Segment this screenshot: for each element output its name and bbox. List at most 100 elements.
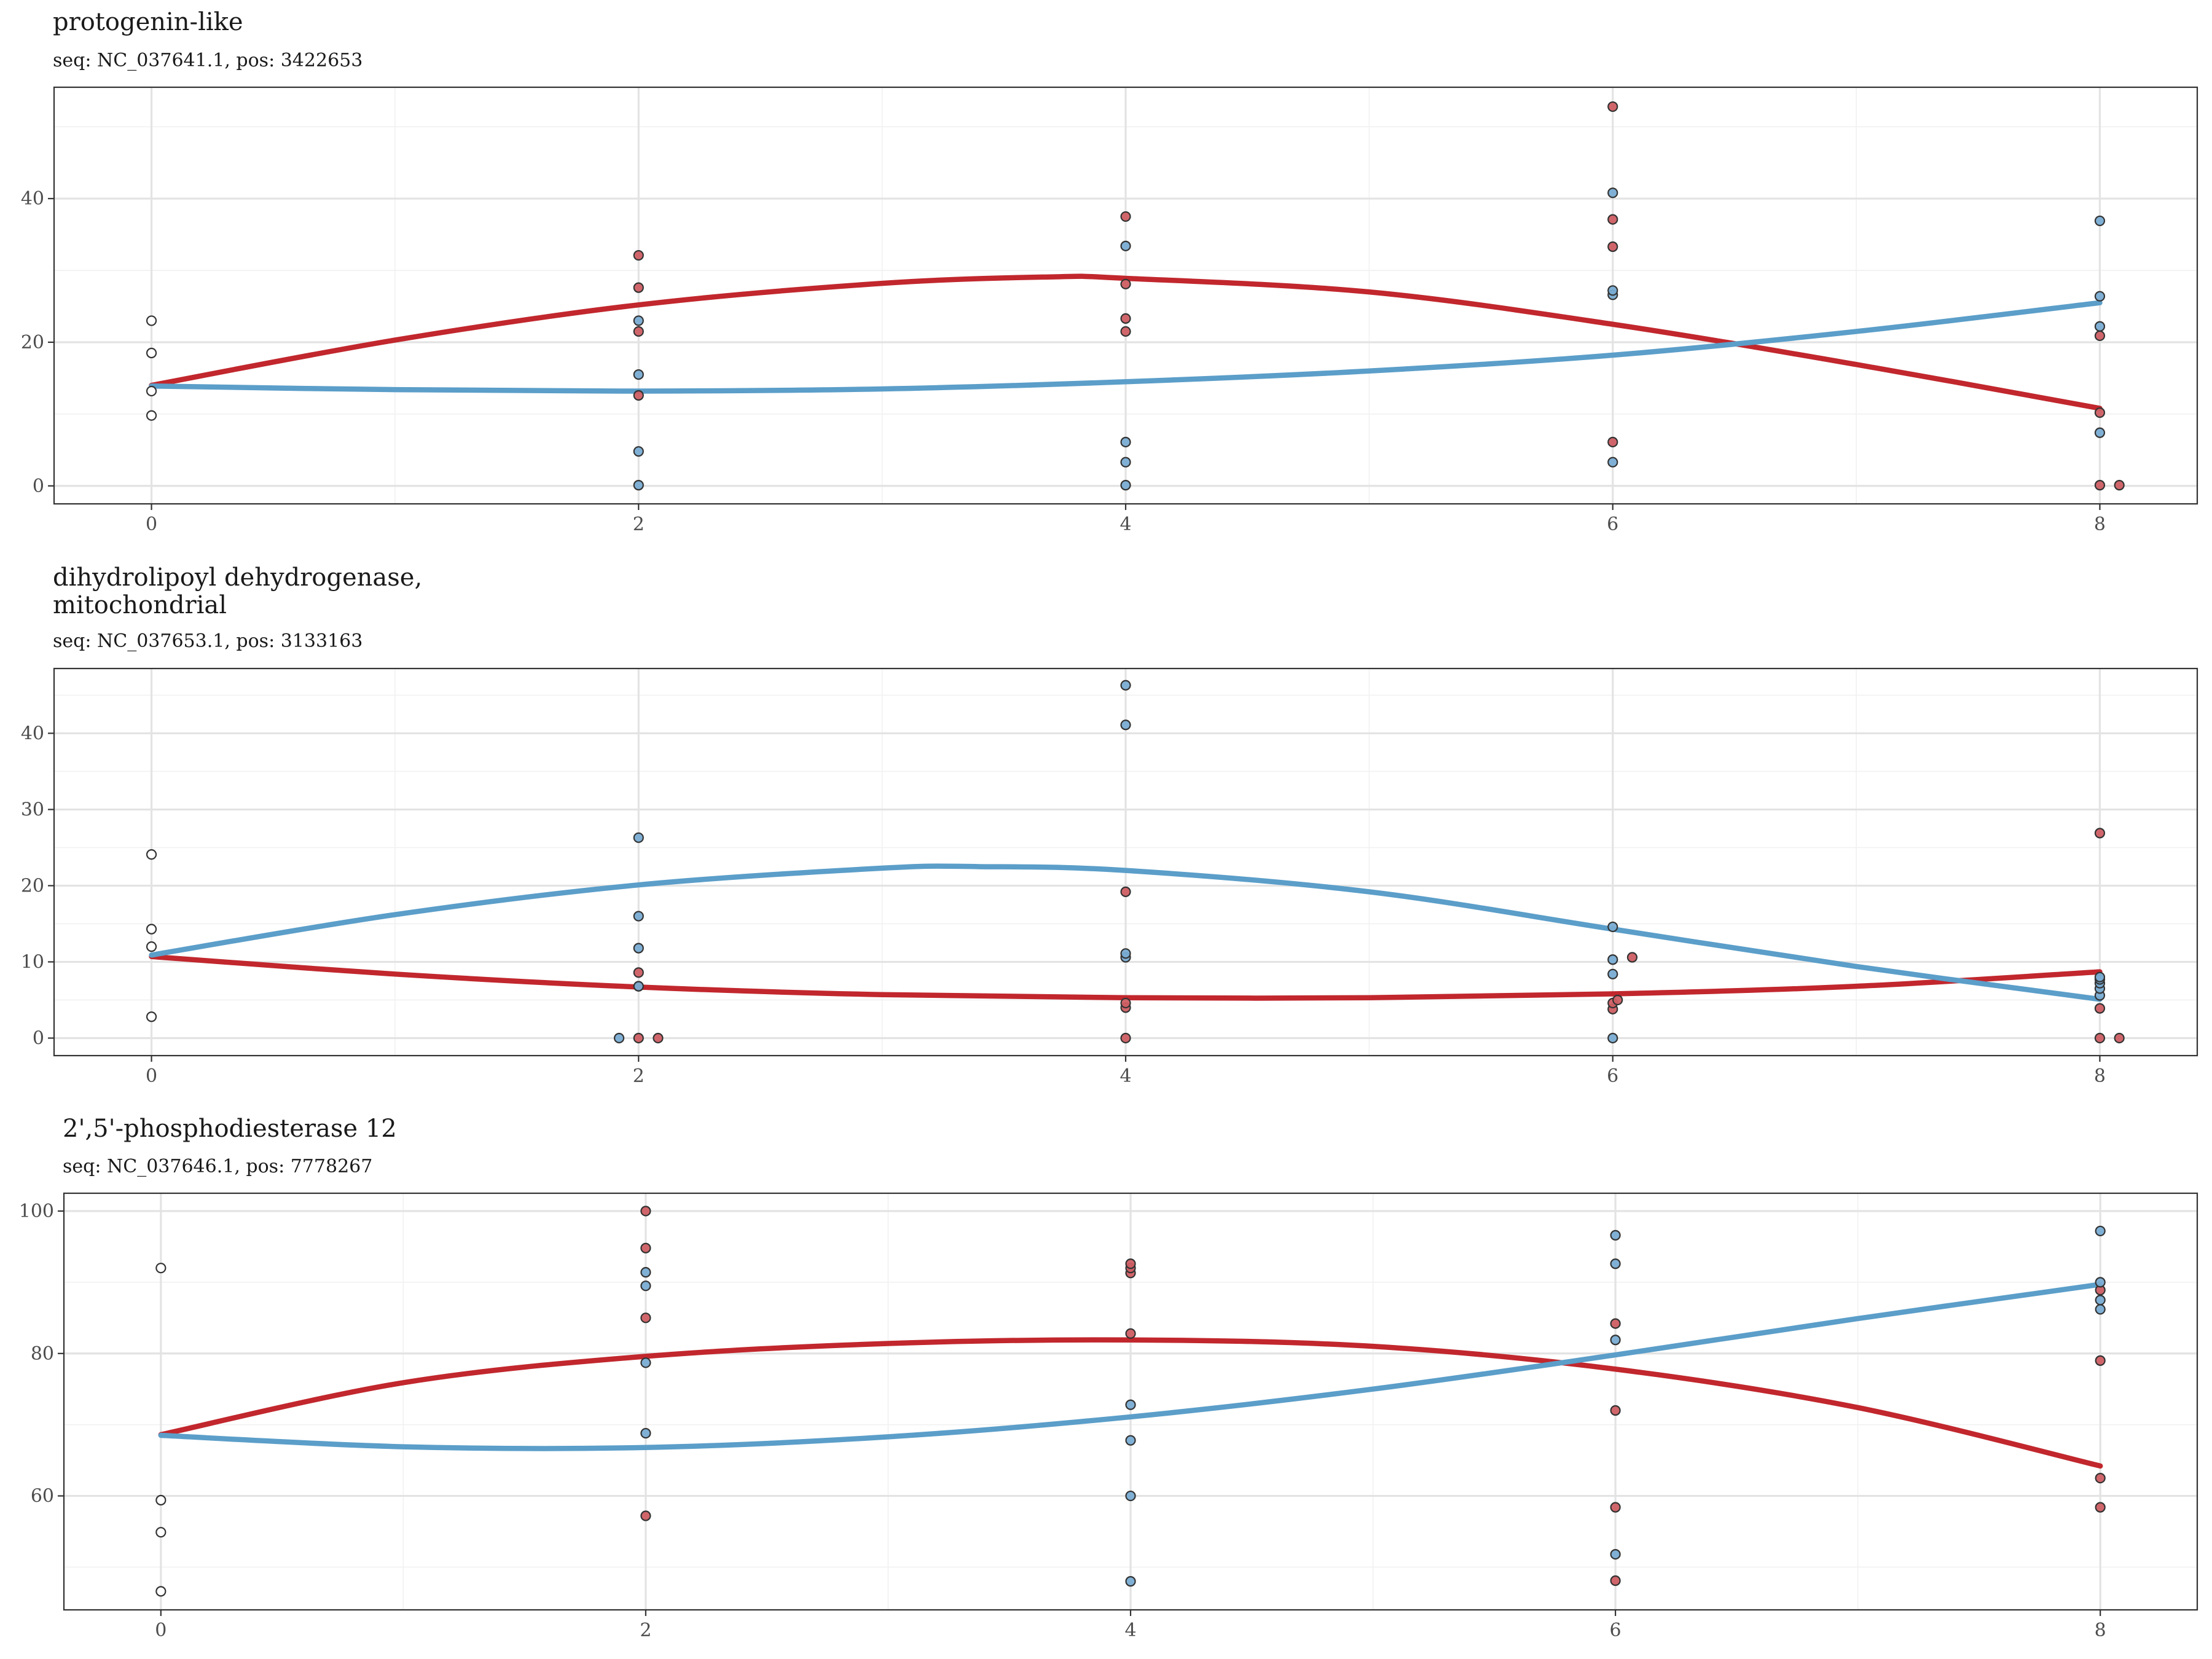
data-point-blue (1610, 1549, 1621, 1560)
data-point-blue (1120, 480, 1131, 491)
data-point-red (1120, 211, 1131, 222)
panel-protogenin-like: protogenin-like seq: NC_037641.1, pos: 3… (21, 8, 2198, 535)
y-tick-label: 60 (31, 1486, 54, 1507)
trend-line-blue (158, 1282, 2103, 1451)
data-point-blue (1607, 187, 1618, 198)
x-tick-label: 0 (146, 1065, 157, 1087)
data-point-red (2094, 1032, 2106, 1044)
y-tick-label: 40 (21, 723, 44, 744)
data-point-blue (1125, 1435, 1136, 1446)
x-tick-label: 0 (146, 514, 157, 535)
data-point-baseline (155, 1494, 167, 1506)
panel-subtitle: seq: NC_037641.1, pos: 3422653 (53, 50, 363, 71)
data-point-blue (1120, 720, 1131, 731)
data-point-red (1607, 101, 1618, 112)
data-point-blue (2094, 215, 2106, 227)
trend-line-red (149, 273, 2103, 411)
plot-area: 0 2 4 6 8 0 20 40 (21, 86, 2198, 535)
data-point-blue (2094, 321, 2106, 332)
data-point-red (640, 1510, 651, 1521)
y-tick-label: 0 (33, 1027, 44, 1049)
data-point-blue (633, 911, 644, 922)
data-point-red (653, 1032, 664, 1044)
data-point-red (1125, 1258, 1136, 1269)
data-point-red (1610, 1575, 1621, 1586)
data-point-baseline (146, 410, 157, 421)
x-tick-label: 6 (1607, 1065, 1618, 1087)
data-point-blue (1120, 457, 1131, 468)
data-point-red (2114, 1032, 2125, 1044)
data-point-blue (1125, 1576, 1136, 1587)
data-point-red (1120, 278, 1131, 289)
data-point-red (633, 1032, 644, 1044)
trend-line-red (149, 954, 2103, 1001)
data-point-blue (640, 1267, 651, 1278)
data-point-red (1612, 994, 1623, 1006)
y-tick-label: 20 (21, 875, 44, 896)
data-point-red (2095, 1502, 2106, 1513)
y-tick-label: 0 (33, 476, 44, 497)
x-tick-label: 2 (633, 1065, 645, 1087)
data-point-blue (1610, 1335, 1621, 1346)
data-point-red (1610, 1502, 1621, 1513)
data-point-blue (633, 369, 644, 380)
data-point-blue (2095, 1295, 2106, 1306)
data-point-blue (1607, 285, 1618, 296)
data-point-red (1120, 313, 1131, 324)
x-tick-label: 0 (155, 1620, 167, 1641)
data-point-red (2094, 1003, 2106, 1014)
x-tick-label: 8 (2094, 1065, 2106, 1087)
panel-subtitle: seq: NC_037646.1, pos: 7778267 (63, 1156, 372, 1177)
x-tick-label: 8 (2095, 1620, 2106, 1641)
data-point-red (2114, 480, 2125, 491)
data-point-blue (1607, 921, 1618, 933)
data-point-blue (2094, 291, 2106, 302)
data-point-baseline (146, 941, 157, 952)
trend-line-blue (149, 863, 2103, 1002)
x-tick-label: 6 (1610, 1620, 1622, 1641)
data-point-red (633, 326, 644, 337)
y-tick-label: 40 (21, 188, 44, 210)
x-tick-label: 8 (2094, 514, 2106, 535)
data-point-red (2094, 480, 2106, 491)
panel-phosphodiesterase-12: 2',5'-phosphodiesterase 12 seq: NC_03764… (19, 1115, 2198, 1641)
data-point-red (633, 967, 644, 978)
panel-dihydrolipoyl-dehydrogenase: dihydrolipoyl dehydrogenase, mitochondri… (21, 563, 2198, 1087)
x-tick-label: 4 (1124, 1620, 1136, 1641)
data-point-baseline (155, 1527, 167, 1538)
data-point-red (1607, 436, 1618, 448)
data-point-blue (633, 480, 644, 491)
data-point-red (640, 1242, 651, 1253)
data-point-blue (2094, 971, 2106, 982)
data-point-red (1626, 952, 1638, 963)
data-point-blue (633, 943, 644, 954)
x-tick-label: 6 (1607, 514, 1618, 535)
data-point-red (1610, 1318, 1621, 1329)
x-tick-label: 4 (1120, 514, 1131, 535)
data-point-blue (640, 1357, 651, 1368)
data-point-red (1607, 214, 1618, 225)
data-point-red (633, 282, 644, 293)
data-point-baseline (146, 315, 157, 326)
data-point-blue (1120, 436, 1131, 448)
data-point-red (2095, 1472, 2106, 1484)
data-point-baseline (146, 924, 157, 935)
data-point-red (640, 1312, 651, 1324)
data-point-red (633, 249, 644, 261)
data-point-blue (1607, 968, 1618, 979)
data-point-blue (2095, 1225, 2106, 1237)
data-point-blue (2095, 1304, 2106, 1315)
data-point-blue (1120, 240, 1131, 251)
data-point-blue (633, 315, 644, 326)
data-point-blue (2095, 1277, 2106, 1288)
data-point-blue (1120, 680, 1131, 691)
data-point-red (633, 390, 644, 401)
data-point-baseline (146, 347, 157, 359)
plot-area: 0 2 4 6 8 0 10 20 30 40 (21, 667, 2198, 1087)
y-tick-label: 100 (19, 1201, 54, 1222)
data-point-red (2094, 407, 2106, 418)
data-point-red (2094, 828, 2106, 839)
panel-title-line-1: dihydrolipoyl dehydrogenase, (53, 563, 422, 592)
panel-title: 2',5'-phosphodiesterase 12 (63, 1115, 397, 1143)
